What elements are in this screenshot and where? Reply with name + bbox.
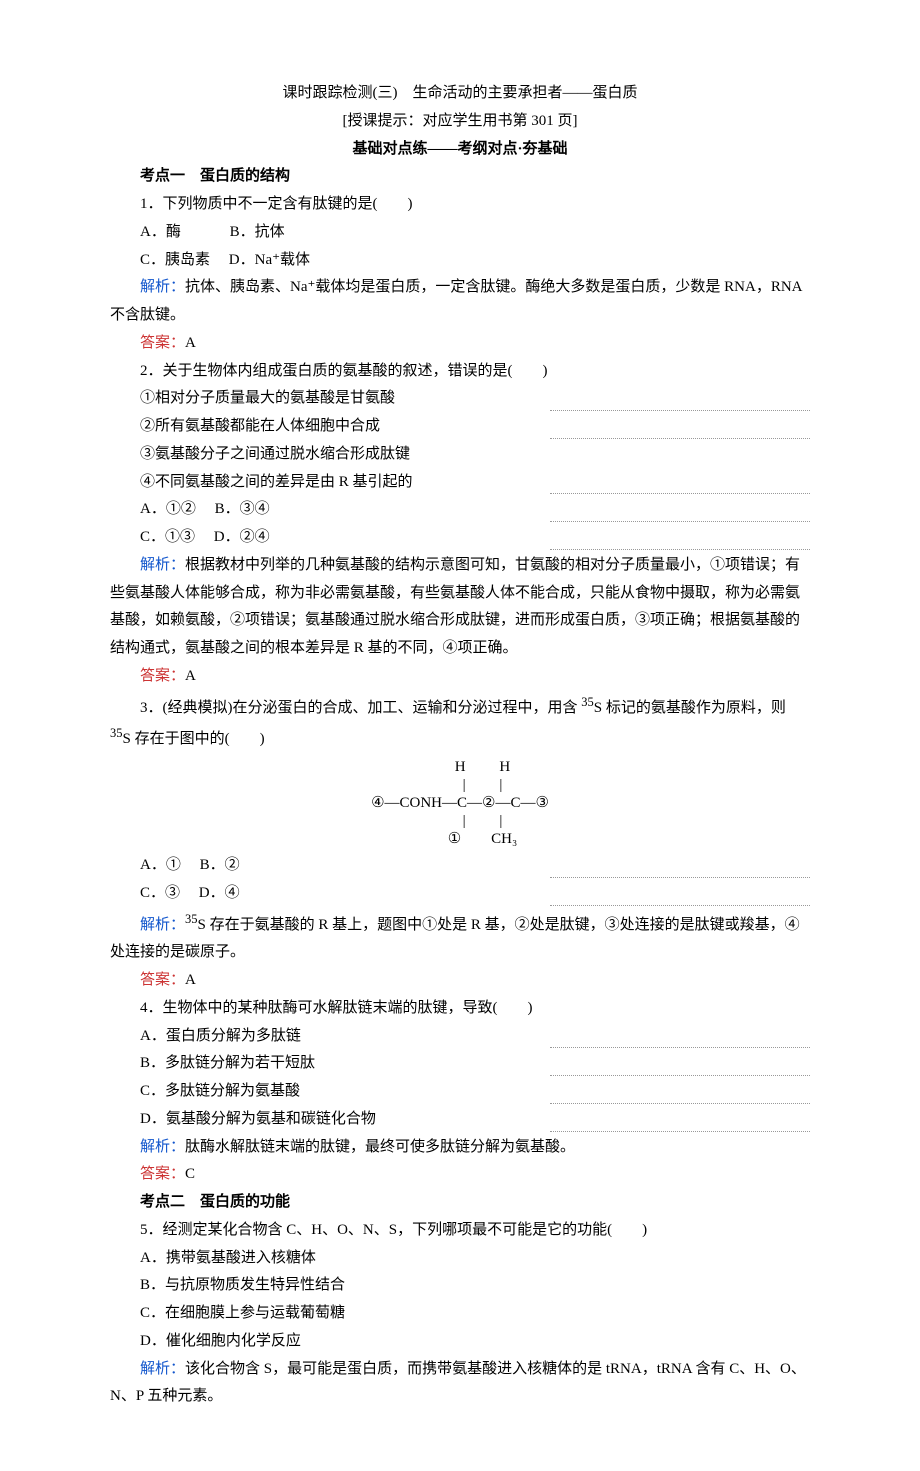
- q1-option-c: C．胰岛素: [140, 252, 210, 268]
- q3-option-a: A．①: [140, 857, 181, 873]
- q5-stem: 5．经测定某化合物含 C、H、O、N、S，下列哪项最不可能是它的功能( ): [110, 1217, 810, 1245]
- answer-label: 答案：: [140, 668, 185, 684]
- q3-options-line1: A．① B．②: [110, 852, 810, 880]
- q3-option-c: C．③: [140, 885, 180, 901]
- q2-stmt-2: ②所有氨基酸都能在人体细胞中合成: [110, 413, 810, 441]
- q2-stmt-4: ④不同氨基酸之间的差异是由 R 基引起的: [110, 469, 810, 497]
- q1-options-line1: A．酶 B．抗体: [110, 219, 810, 247]
- q3-option-b: B．②: [200, 857, 240, 873]
- q4-option-d: D．氨基酸分解为氨基和碳链化合物: [110, 1106, 810, 1134]
- subtitle: [授课提示：对应学生用书第 301 页]: [110, 108, 810, 136]
- q1-explanation: 解析：抗体、胰岛素、Na⁺载体均是蛋白质，一定含肽键。酶绝大多数是蛋白质，少数是…: [110, 274, 810, 330]
- q3-stem-b: S 标记的氨基酸作为原料，则: [594, 700, 786, 716]
- q1-option-a: A．酶: [140, 224, 181, 240]
- answer-label: 答案：: [140, 1166, 185, 1182]
- q3-explanation: 解析：35S 存在于氨基酸的 R 基上，题图中①处是 R 基，②处是肽键，③处连…: [110, 908, 810, 968]
- explanation-label: 解析：: [140, 557, 185, 573]
- q5-option-b: B．与抗原物质发生特异性结合: [110, 1272, 810, 1300]
- q2-explanation-text: 根据教材中列举的几种氨基酸的结构示意图可知，甘氨酸的相对分子质量最小，①项错误；…: [110, 557, 800, 656]
- q4-explanation-text: 肽酶水解肽链末端的肽键，最终可使多肽链分解为氨基酸。: [185, 1139, 575, 1155]
- q3-sup-2: 35: [110, 726, 123, 740]
- q2-stmt-3: ③氨基酸分子之间通过脱水缩合形成肽键: [110, 441, 810, 469]
- q2-explanation: 解析：根据教材中列举的几种氨基酸的结构示意图可知，甘氨酸的相对分子质量最小，①项…: [110, 552, 810, 663]
- q1-options-line2: C．胰岛素 D．Na⁺载体: [110, 247, 810, 275]
- q2-stem: 2．关于生物体内组成蛋白质的氨基酸的叙述，错误的是( ): [110, 358, 810, 386]
- q3-options-line2: C．③ D．④: [110, 880, 810, 908]
- diagram-row: H H: [110, 758, 810, 776]
- section-heading: 基础对点练——考纲对点·夯基础: [110, 136, 810, 164]
- q1-answer-value: A: [185, 335, 196, 351]
- q2-answer-value: A: [185, 668, 196, 684]
- q2-option-c: C．①③: [140, 529, 195, 545]
- answer-label: 答案：: [140, 972, 185, 988]
- topic-1-heading: 考点一 蛋白质的结构: [110, 163, 810, 191]
- q3-answer-value: A: [185, 972, 196, 988]
- q1-answer: 答案：A: [110, 330, 810, 358]
- q4-option-a: A．蛋白质分解为多肽链: [110, 1023, 810, 1051]
- q4-stem: 4．生物体中的某种肽酶可水解肽链末端的肽键，导致( ): [110, 995, 810, 1023]
- q1-option-d: D．Na⁺载体: [229, 252, 310, 268]
- q3-explanation-text: S 存在于氨基酸的 R 基上，题图中①处是 R 基，②处是肽键，③处连接的是肽键…: [110, 917, 800, 961]
- q1-stem: 1．下列物质中不一定含有肽键的是( ): [110, 191, 810, 219]
- explanation-label: 解析：: [140, 279, 185, 295]
- q2-option-a: A．①②: [140, 501, 196, 517]
- diagram-row: ④—CONH—C—②—C—③: [110, 794, 810, 812]
- diagram-row: ① CH₃: [110, 830, 810, 848]
- q3-stem-c: S 存在于图中的( ): [123, 731, 265, 747]
- explanation-label: 解析：: [140, 917, 185, 933]
- q5-option-d: D．催化细胞内化学反应: [110, 1328, 810, 1356]
- q3-option-d: D．④: [199, 885, 240, 901]
- q2-option-d: D．②④: [214, 529, 270, 545]
- q2-option-b: B．③④: [215, 501, 270, 517]
- q3-stem: 3．(经典模拟)在分泌蛋白的合成、加工、运输和分泌过程中，用含 35S 标记的氨…: [110, 691, 810, 755]
- q5-option-a: A．携带氨基酸进入核糖体: [110, 1245, 810, 1273]
- q2-answer: 答案：A: [110, 663, 810, 691]
- q4-answer-value: C: [185, 1166, 195, 1182]
- q3-answer: 答案：A: [110, 967, 810, 995]
- explanation-label: 解析：: [140, 1361, 185, 1377]
- answer-label: 答案：: [140, 335, 185, 351]
- q3-expl-sup: 35: [185, 912, 198, 926]
- q2-stmt-1: ①相对分子质量最大的氨基酸是甘氨酸: [110, 385, 810, 413]
- q1-option-b: B．抗体: [230, 224, 285, 240]
- q1-explanation-text: 抗体、胰岛素、Na⁺载体均是蛋白质，一定含肽键。酶绝大多数是蛋白质，少数是 RN…: [110, 279, 802, 323]
- q3-structure-diagram: H H | | ④—CONH—C—②—C—③ | | ① CH₃: [110, 754, 810, 852]
- q2-options-line2: C．①③ D．②④: [110, 524, 810, 552]
- q5-explanation: 解析：该化合物含 S，最可能是蛋白质，而携带氨基酸进入核糖体的是 tRNA，tR…: [110, 1356, 810, 1412]
- explanation-label: 解析：: [140, 1139, 185, 1155]
- q4-explanation: 解析：肽酶水解肽链末端的肽键，最终可使多肽链分解为氨基酸。: [110, 1134, 810, 1162]
- q5-option-c: C．在细胞膜上参与运载葡萄糖: [110, 1300, 810, 1328]
- q4-option-c: C．多肽链分解为氨基酸: [110, 1078, 810, 1106]
- q2-options-line1: A．①② B．③④: [110, 496, 810, 524]
- lesson-title: 课时跟踪检测(三) 生命活动的主要承担者——蛋白质: [110, 80, 810, 108]
- q5-explanation-text: 该化合物含 S，最可能是蛋白质，而携带氨基酸进入核糖体的是 tRNA，tRNA …: [110, 1361, 806, 1405]
- topic-2-heading: 考点二 蛋白质的功能: [110, 1189, 810, 1217]
- q3-sup-1: 35: [581, 695, 594, 709]
- q4-option-b: B．多肽链分解为若干短肽: [110, 1050, 810, 1078]
- diagram-row: | |: [110, 812, 810, 830]
- diagram-row: | |: [110, 776, 810, 794]
- q3-stem-a: 3．(经典模拟)在分泌蛋白的合成、加工、运输和分泌过程中，用含: [140, 700, 581, 716]
- q4-answer: 答案：C: [110, 1161, 810, 1189]
